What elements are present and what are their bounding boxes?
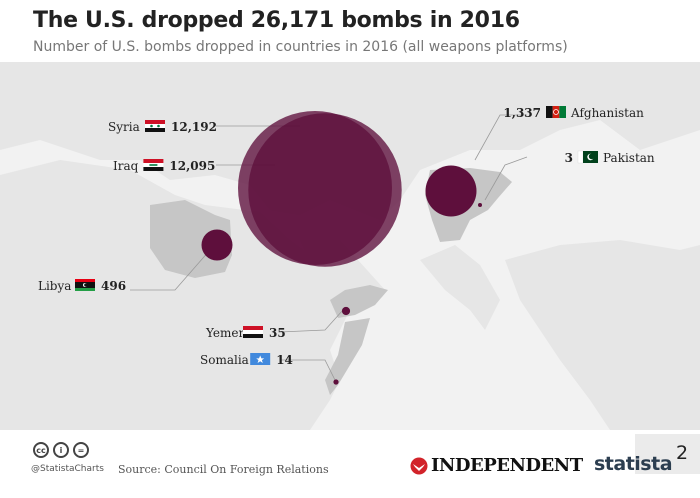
country-label: Yemen [205,326,246,340]
eagle-icon [410,457,428,474]
statista-handle: @StatistaCharts [31,464,104,474]
label-libya: Libya 496 [38,279,126,293]
country-label: Syria [108,120,140,134]
country-label: Iraq [113,159,139,173]
libya-flag-icon [75,279,95,291]
iraq-flag-icon [143,159,164,171]
corner-number: 2 [676,442,689,464]
country-label: Libya [38,279,71,293]
pakistan-flag-icon [577,150,598,164]
value-label: 14 [276,353,293,367]
no-derivatives-icon: = [73,442,89,458]
value-label: 496 [101,279,126,293]
value-label: 35 [269,326,286,340]
labels: Syria 12,192 Iraq 12,095 1,337 Afghanistan 3 Pa… [38,106,655,367]
cc-icon: cc [33,442,49,458]
bubbles [201,111,482,385]
label-iraq: Iraq 12,095 [113,159,215,173]
value-label: 1,337 [503,106,541,120]
independent-logo: INDEPENDENT [410,455,583,476]
independent-wordmark: INDEPENDENT [431,455,583,476]
value-label: 12,095 [169,159,215,173]
country-label: Pakistan [603,151,655,165]
country-label: Somalia [200,353,249,367]
value-label: 3 [565,151,573,165]
chart-subtitle: Number of U.S. bombs dropped in countrie… [33,39,568,55]
bubble-somalia [333,379,339,385]
afghanistan-flag-icon [546,106,566,118]
bubble-iraq [248,113,402,267]
label-syria: Syria 12,192 [108,120,217,134]
label-somalia: Somalia 14 [200,353,293,367]
license-icons: cc i = [33,442,89,458]
bubble-libya [201,229,233,261]
source-text: Source: Council On Foreign Relations [118,463,329,476]
chart-title: The U.S. dropped 26,171 bombs in 2016 [33,8,520,33]
yemen-flag-icon [243,326,263,338]
attribution-icon: i [53,442,69,458]
footer [0,430,700,498]
bubble-afghanistan [425,165,477,217]
syria-flag-icon [145,120,165,132]
bubble-yemen [341,306,351,316]
country-label: Afghanistan [570,106,644,120]
label-pakistan: 3 Pakistan [565,150,655,165]
somalia-shape [325,318,370,395]
label-afghanistan: 1,337 Afghanistan [503,106,644,120]
header: The U.S. dropped 26,171 bombs in 2016 Nu… [0,0,700,62]
corner-overlay [635,434,700,474]
statista-logo: statista [594,453,673,475]
label-yemen: Yemen 35 [205,326,286,340]
value-label: 12,192 [171,120,217,134]
somalia-flag-icon [250,353,271,365]
bubble-pakistan [478,203,482,207]
